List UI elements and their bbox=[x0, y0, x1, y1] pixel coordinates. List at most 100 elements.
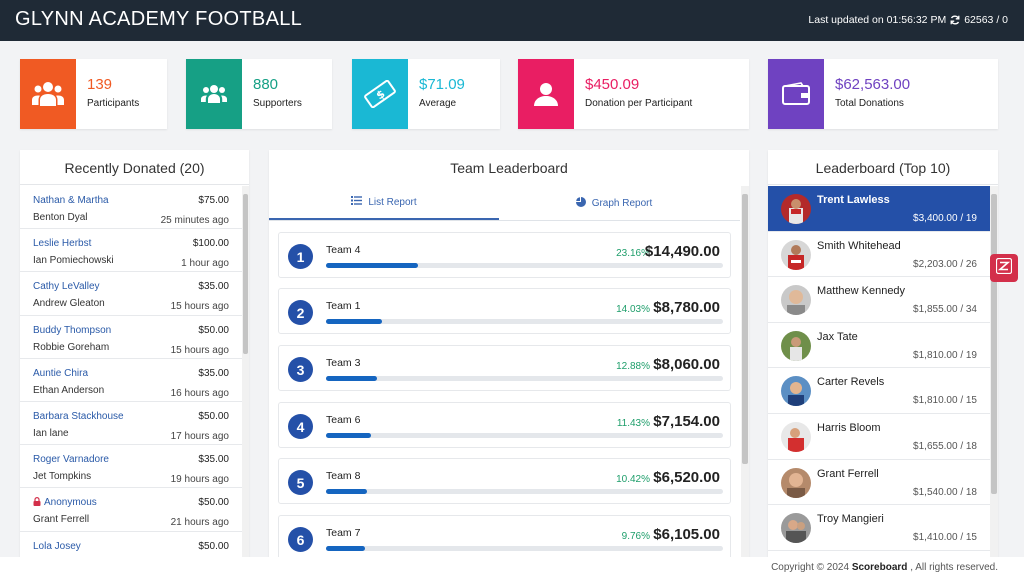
top10-scrollbar[interactable] bbox=[990, 186, 998, 570]
top-bar: GLYNN ACADEMY FOOTBALL Last updated on 0… bbox=[0, 0, 1024, 41]
donation-name: Barbara Stackhouse bbox=[33, 410, 124, 422]
leaderboard-row[interactable]: Smith Whitehead $2,203.00 / 26 bbox=[768, 232, 990, 278]
list-item[interactable]: Barbara Stackhouse $50.00 Ian lane 17 ho… bbox=[20, 402, 242, 446]
team-rank: 6 bbox=[288, 527, 313, 552]
donation-name: Auntie Chira bbox=[33, 367, 89, 379]
report-tabs: List Report Graph Report bbox=[269, 186, 740, 220]
donation-recipient: Grant Ferrell bbox=[33, 514, 90, 526]
leaderboard-row[interactable]: Troy Mangieri $1,410.00 / 15 bbox=[768, 505, 990, 551]
user-icon bbox=[518, 59, 574, 129]
donation-recipient: Robbie Goreham bbox=[33, 341, 110, 353]
team-progress-bar bbox=[326, 263, 723, 268]
list-item[interactable]: Nathan & Martha $75.00 Benton Dyal 25 mi… bbox=[20, 186, 242, 230]
tab-list-report[interactable]: List Report bbox=[269, 186, 499, 220]
participants-value: 139 bbox=[87, 76, 113, 93]
list-item[interactable]: Cathy LeValley $35.00 Andrew Gleaton 15 … bbox=[20, 272, 242, 316]
list-item[interactable]: Leslie Herbst $100.00 Ian Pomiechowski 1… bbox=[20, 229, 242, 273]
team-row[interactable]: 5 Team 8 10.42% $6,520.00 bbox=[278, 458, 731, 504]
team-leaderboard-panel: Team Leaderboard List Report Graph Repor… bbox=[269, 150, 749, 570]
page-title: GLYNN ACADEMY FOOTBALL bbox=[15, 8, 303, 30]
donation-name: Lola Josey bbox=[33, 540, 81, 552]
avatar bbox=[781, 467, 811, 498]
donation-per-participant-label: Donation per Participant bbox=[585, 98, 693, 109]
leaderboard-row[interactable]: Trent Lawless $3,400.00 / 19 bbox=[768, 186, 990, 232]
team-row[interactable]: 1 Team 4 23.16% $14,490.00 bbox=[278, 232, 731, 278]
team-progress-fill bbox=[326, 263, 418, 268]
team-row[interactable]: 4 Team 6 11.43% $7,154.00 bbox=[278, 402, 731, 448]
avatar bbox=[781, 330, 811, 361]
list-item[interactable]: Roger Varnadore $35.00 Jet Tompkins 19 h… bbox=[20, 445, 242, 489]
donation-name: Buddy Thompson bbox=[33, 324, 112, 336]
tabs-divider bbox=[269, 220, 740, 221]
participant-amount: $1,810.00 / 15 bbox=[913, 395, 977, 407]
donation-amount: $35.00 bbox=[198, 454, 229, 466]
donation-time: 15 hours ago bbox=[170, 344, 229, 356]
participant-name: Grant Ferrell bbox=[817, 467, 879, 480]
donation-recipient: Ethan Anderson bbox=[33, 384, 105, 396]
lock-icon bbox=[33, 497, 41, 507]
supporters-icon bbox=[186, 59, 242, 129]
team-percent: 14.03% bbox=[616, 304, 650, 315]
wallet-icon bbox=[768, 59, 824, 129]
team-progress-bar bbox=[326, 546, 723, 551]
donation-time: 1 hour ago bbox=[181, 258, 229, 270]
team-row[interactable]: 6 Team 7 9.76% $6,105.00 bbox=[278, 515, 731, 561]
list-item[interactable]: Buddy Thompson $50.00 Robbie Goreham 15 … bbox=[20, 316, 242, 359]
team-row[interactable]: 3 Team 3 12.88% $8,060.00 bbox=[278, 345, 731, 391]
supporters-value: 880 bbox=[253, 76, 279, 93]
stat-supporters: 880 Supporters bbox=[186, 59, 332, 129]
tab-list-report-label: List Report bbox=[368, 196, 417, 208]
team-amount: $8,780.00 bbox=[653, 299, 720, 316]
participant-name: Jax Tate bbox=[817, 330, 858, 343]
team-percent: 9.76% bbox=[621, 531, 650, 542]
participants-label: Participants bbox=[87, 98, 140, 109]
participant-amount: $1,655.00 / 18 bbox=[913, 440, 977, 452]
team-leaderboard-title: Team Leaderboard bbox=[450, 160, 568, 176]
donation-name-anonymous: Anonymous bbox=[33, 497, 97, 508]
leaderboard-row[interactable]: Carter Revels $1,810.00 / 15 bbox=[768, 368, 990, 414]
team-progress-fill bbox=[326, 319, 382, 324]
team-percent: 11.43% bbox=[616, 418, 650, 429]
refresh-icon[interactable] bbox=[950, 15, 960, 25]
leaderboard-row[interactable]: Matthew Kennedy $1,855.00 / 34 bbox=[768, 277, 990, 323]
avatar bbox=[781, 513, 811, 544]
participant-name: Troy Mangieri bbox=[817, 513, 884, 526]
avatar bbox=[781, 421, 811, 452]
avatar bbox=[781, 285, 811, 316]
recent-scrollbar[interactable] bbox=[242, 186, 249, 570]
donation-time: 25 minutes ago bbox=[160, 215, 229, 226]
tab-graph-report[interactable]: Graph Report bbox=[499, 186, 729, 220]
teams-scrollbar[interactable] bbox=[741, 186, 749, 570]
list-item[interactable]: Anonymous $50.00 Grant Ferrell 21 hours … bbox=[20, 488, 242, 532]
donation-amount: $35.00 bbox=[198, 367, 229, 379]
team-amount: $6,520.00 bbox=[653, 469, 720, 486]
stat-total-donations: $62,563.00 Total Donations bbox=[768, 59, 998, 129]
team-percent: 23.16% bbox=[616, 248, 650, 259]
svg-text:$: $ bbox=[374, 87, 388, 102]
team-progress-fill bbox=[326, 433, 372, 438]
list-item[interactable]: Lola Josey $50.00 bbox=[20, 532, 242, 571]
top10-leaderboard-panel: Leaderboard (Top 10) Trent Lawless $3,40… bbox=[768, 150, 998, 570]
avatar bbox=[781, 376, 811, 407]
participant-name: Smith Whitehead bbox=[817, 239, 901, 252]
brand-link[interactable]: Scoreboard bbox=[851, 562, 908, 573]
team-name: Team 8 bbox=[326, 470, 361, 482]
teams-scroll-thumb[interactable] bbox=[742, 194, 748, 464]
leaderboard-row[interactable]: Jax Tate $1,810.00 / 19 bbox=[768, 323, 990, 369]
donation-name: Roger Varnadore bbox=[33, 454, 109, 466]
leaderboard-row[interactable]: Harris Bloom $1,655.00 / 18 bbox=[768, 414, 990, 460]
donation-per-participant-value: $450.09 bbox=[585, 76, 640, 93]
list-item[interactable]: Auntie Chira $35.00 Ethan Anderson 16 ho… bbox=[20, 359, 242, 402]
stat-donation-per-participant: $450.09 Donation per Participant bbox=[518, 59, 749, 129]
team-percent: 10.42% bbox=[616, 474, 650, 485]
top10-scroll-thumb[interactable] bbox=[991, 194, 997, 494]
team-progress-bar bbox=[326, 489, 723, 494]
donation-recipient: Jet Tompkins bbox=[33, 471, 92, 483]
leaderboard-row[interactable]: Grant Ferrell $1,540.00 / 18 bbox=[768, 460, 990, 506]
team-row[interactable]: 2 Team 1 14.03% $8,780.00 bbox=[278, 288, 731, 334]
pie-chart-icon bbox=[575, 196, 586, 210]
stat-average: $ $71.09 Average bbox=[352, 59, 500, 129]
recent-scroll-thumb[interactable] bbox=[243, 194, 248, 354]
donation-time: 15 hours ago bbox=[170, 301, 229, 313]
zeffy-button[interactable] bbox=[990, 254, 1018, 282]
